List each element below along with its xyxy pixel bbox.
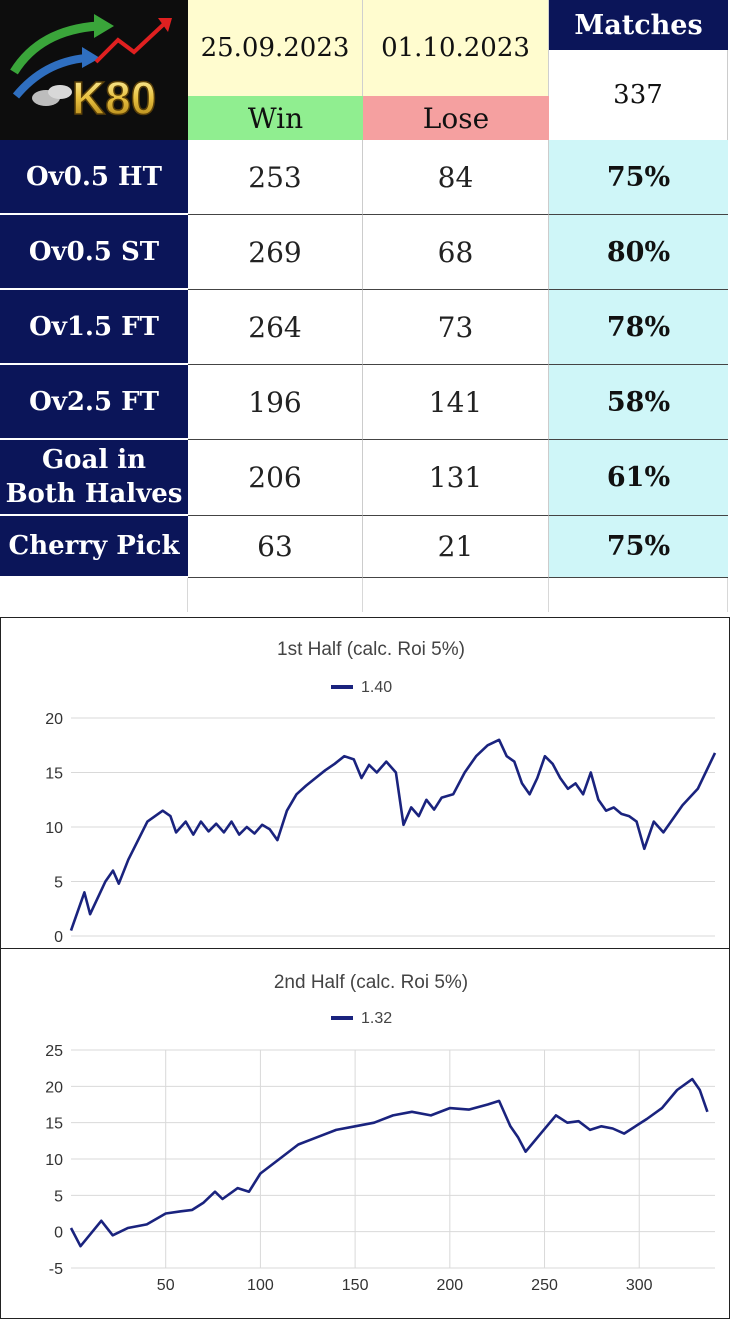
y-tick-label: 20 [45, 1079, 63, 1096]
first-half-chart: 1st Half (calc. Roi 5%) 1.40 0 5 10 15 20 [0, 617, 730, 950]
k80-logo: K80 [0, 0, 188, 140]
y-tick-label: 15 [45, 766, 63, 783]
series-line [69, 738, 717, 932]
y-tick-label: 10 [45, 1152, 63, 1169]
x-tick-label: 200 [436, 1277, 463, 1294]
x-tick-label: 150 [342, 1277, 369, 1294]
win-count: 196 [188, 365, 363, 440]
logo-text: K80 [72, 72, 156, 124]
y-tick-label: 5 [54, 875, 63, 892]
lose-count: 68 [363, 215, 549, 290]
lose-count: 21 [363, 516, 549, 578]
y-tick-label: 5 [54, 1188, 63, 1205]
legend-label: 1.40 [361, 679, 392, 696]
row-label: Goal in Both Halves [0, 440, 188, 516]
row-label: Cherry Pick [0, 516, 188, 578]
row-label: Ov1.5 FT [0, 290, 188, 365]
win-count: 269 [188, 215, 363, 290]
table-footer-cell [188, 578, 363, 612]
win-percentage: 78% [549, 290, 728, 365]
series-line [69, 1077, 709, 1248]
win-count: 264 [188, 290, 363, 365]
y-tick-label: 15 [45, 1116, 63, 1133]
y-tick-label: 0 [54, 1225, 63, 1242]
win-percentage: 58% [549, 365, 728, 440]
table-footer-cell [0, 578, 188, 612]
x-tick-label: 250 [531, 1277, 558, 1294]
date-from: 25.09.2023 [188, 0, 363, 96]
lose-count: 131 [363, 440, 549, 516]
date-to: 01.10.2023 [363, 0, 549, 96]
x-tick-label: 50 [157, 1277, 175, 1294]
legend-label: 1.32 [361, 1010, 392, 1027]
lose-header: Lose [363, 96, 549, 140]
lose-count: 141 [363, 365, 549, 440]
row-label: Ov2.5 FT [0, 365, 188, 440]
win-percentage: 61% [549, 440, 728, 516]
stats-table: K80 25.09.2023 01.10.2023 Win Lose Match… [0, 0, 730, 612]
win-percentage: 75% [549, 140, 728, 215]
win-count: 63 [188, 516, 363, 578]
chart-title: 2nd Half (calc. Roi 5%) [274, 972, 468, 993]
win-percentage: 80% [549, 215, 728, 290]
lose-count: 84 [363, 140, 549, 215]
second-half-chart: 2nd Half (calc. Roi 5%) 1.32 -5 0 5 10 15 20 25 5… [0, 948, 730, 1319]
win-count: 206 [188, 440, 363, 516]
x-tick-label: 100 [247, 1277, 274, 1294]
y-tick-label: 25 [45, 1043, 63, 1060]
chart-title: 1st Half (calc. Roi 5%) [277, 639, 465, 660]
row-label: Ov0.5 ST [0, 215, 188, 290]
x-tick-label: 300 [626, 1277, 653, 1294]
y-tick-label: 10 [45, 820, 63, 837]
win-count: 253 [188, 140, 363, 215]
first-half-chart-svg: 1st Half (calc. Roi 5%) 1.40 0 5 10 15 20 [45, 639, 717, 946]
table-footer-cell [363, 578, 549, 612]
table-footer-cell [549, 578, 728, 612]
logo-graphic: K80 [10, 14, 172, 125]
second-half-chart-svg: 2nd Half (calc. Roi 5%) 1.32 -5 0 5 10 15 20 25 5… [45, 972, 715, 1294]
matches-value: 337 [549, 50, 728, 140]
y-tick-label: 0 [54, 929, 63, 946]
win-percentage: 75% [549, 516, 728, 578]
win-header: Win [188, 96, 363, 140]
row-label: Ov0.5 HT [0, 140, 188, 215]
lose-count: 73 [363, 290, 549, 365]
matches-header: Matches [549, 0, 728, 50]
y-tick-label: 20 [45, 711, 63, 728]
y-tick-label: -5 [49, 1261, 63, 1278]
